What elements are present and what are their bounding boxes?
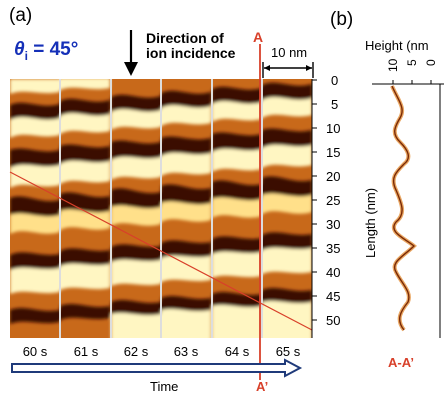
direction-label: Direction of ion incidence	[146, 31, 235, 61]
height-axis	[372, 80, 444, 338]
height-axis-label: Height (nm	[365, 38, 429, 53]
length-tick-0: 0	[331, 73, 339, 88]
scale-bar	[262, 62, 314, 78]
frame-label-60s: 60 s	[22, 344, 48, 359]
frame-63s-ripples	[161, 90, 211, 338]
profile-label: A-A’	[388, 355, 414, 370]
length-axis-ticks	[311, 79, 317, 338]
theta-symbol: θ	[14, 39, 25, 60]
time-arrow	[11, 358, 303, 378]
panel-b-label: (b)	[330, 9, 354, 30]
panel-a-label: (a)	[9, 5, 33, 26]
length-tick-45: 45	[326, 289, 341, 304]
frame-label-64s: 64 s	[224, 344, 250, 359]
frame-64s-ripples	[212, 86, 262, 338]
line-label-bottom: A’	[256, 379, 269, 394]
incidence-angle-label: θi = 45°	[14, 39, 78, 63]
length-tick-5: 5	[331, 97, 339, 112]
theta-subscript: i	[24, 48, 28, 63]
frame-60s-ripples	[10, 79, 60, 324]
length-tick-15: 15	[326, 145, 341, 160]
direction-line2: ion incidence	[146, 45, 236, 61]
height-profile	[390, 85, 417, 332]
ripple-drift-line	[9, 171, 313, 331]
direction-line1: Direction of	[146, 30, 224, 46]
ion-direction-arrow	[124, 30, 138, 76]
length-tick-30: 30	[326, 217, 341, 232]
time-axis-label: Time	[150, 379, 179, 394]
frame-separators	[59, 79, 263, 338]
length-tick-40: 40	[326, 265, 341, 280]
scale-bar-label: 10 nm	[271, 45, 308, 60]
length-tick-35: 35	[326, 241, 341, 256]
length-tick-20: 20	[326, 169, 341, 184]
frame-label-62s: 62 s	[123, 344, 149, 359]
length-tick-50: 50	[326, 313, 341, 328]
frame-label-65s: 65 s	[275, 344, 301, 359]
ripple-bands	[10, 79, 312, 338]
frame-label-63s: 63 s	[173, 344, 199, 359]
frame-label-61s: 61 s	[73, 344, 99, 359]
frame-61s-ripples	[60, 79, 110, 320]
length-tick-10: 10	[326, 121, 341, 136]
frame-65s-ripples	[262, 82, 312, 338]
theta-value: = 45°	[27, 39, 79, 60]
line-label-top: A	[253, 29, 264, 45]
frame-62s-ripples	[111, 94, 161, 338]
length-tick-25: 25	[326, 193, 341, 208]
